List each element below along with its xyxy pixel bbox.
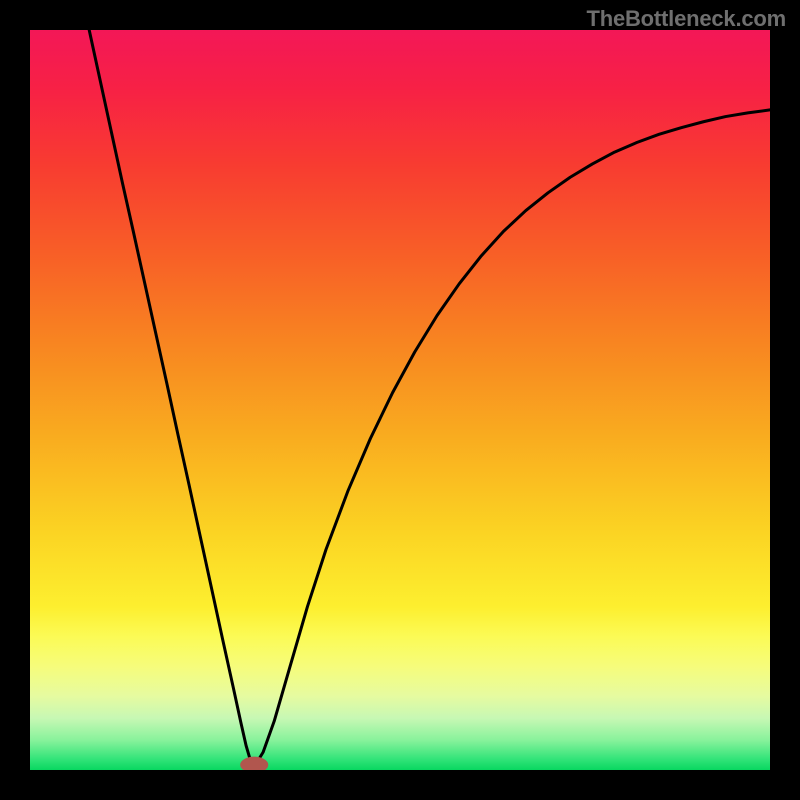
watermark-text: TheBottleneck.com	[586, 6, 786, 32]
optimal-point-marker	[240, 757, 268, 773]
chart-container: TheBottleneck.com	[0, 0, 800, 800]
bottleneck-chart	[0, 0, 800, 800]
plot-background	[30, 30, 770, 770]
